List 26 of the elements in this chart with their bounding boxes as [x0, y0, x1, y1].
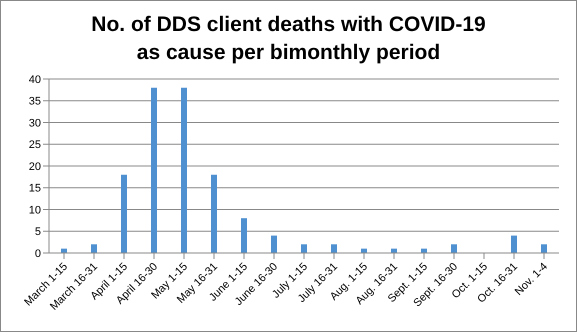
bar: [421, 248, 427, 253]
bar: [61, 248, 67, 253]
bar: [181, 88, 187, 253]
chart-title: No. of DDS client deaths with COVID-19 as cause per bimonthly period: [91, 12, 486, 66]
y-tick-label: 0: [34, 248, 41, 260]
bar: [211, 174, 217, 253]
bar: [121, 174, 127, 253]
bar: [271, 236, 277, 253]
y-tick-label: 10: [28, 204, 41, 216]
y-tick-label: 35: [28, 96, 41, 108]
bar: [331, 244, 337, 253]
y-tick-label: 40: [28, 74, 41, 86]
y-tick-label: 15: [28, 182, 41, 195]
y-tick-label: 20: [28, 160, 41, 173]
bar: [391, 248, 397, 253]
bar: [361, 248, 367, 253]
bar: [151, 88, 157, 253]
bar: [511, 236, 517, 253]
bar: [301, 244, 307, 253]
bar: [451, 244, 457, 253]
bar: [91, 244, 97, 253]
y-tick-label: 25: [28, 139, 41, 152]
bar: [541, 244, 547, 253]
y-tick-label: 5: [34, 226, 41, 238]
y-tick-label: 30: [28, 117, 41, 130]
bar: [241, 218, 247, 253]
